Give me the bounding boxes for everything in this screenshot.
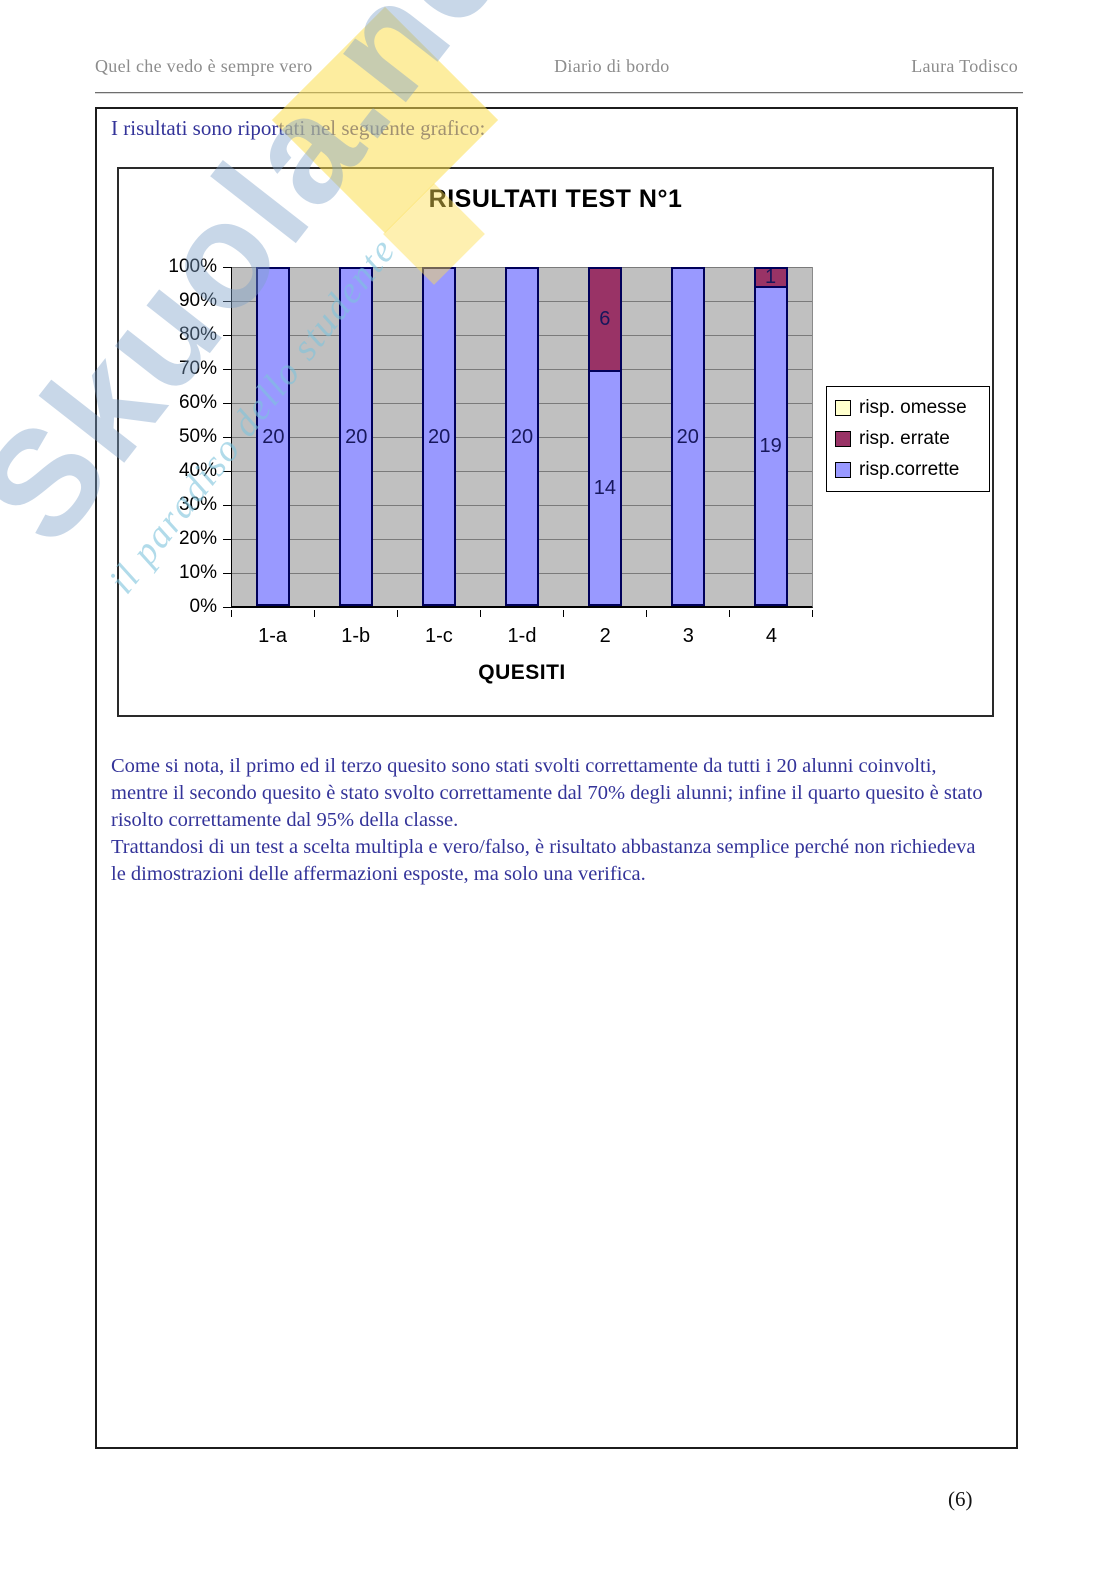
x-tick — [232, 610, 315, 617]
bar-1-a: 20 — [256, 267, 291, 606]
x-tick — [398, 610, 481, 617]
x-category-label: 1-b — [341, 625, 371, 647]
x-tick — [481, 610, 564, 617]
y-tick-label: 20% — [178, 528, 217, 549]
x-tick — [564, 610, 647, 617]
bar-1-b: 20 — [339, 267, 374, 606]
x-tick — [647, 610, 730, 617]
bar-category-cell: 20 — [398, 267, 481, 606]
y-tick-label: 100% — [168, 256, 217, 277]
page-header: Quel che vedo è sempre vero Diario di bo… — [95, 56, 1018, 77]
y-tick-label: 80% — [178, 324, 217, 345]
bar-segment-risp-corrette: 14 — [589, 369, 620, 604]
bar-category-cell: 20 — [232, 267, 315, 606]
y-axis-ticks — [223, 267, 231, 609]
bar-segment-risp-corrette: 20 — [424, 269, 455, 604]
x-category-label: 3 — [682, 625, 694, 647]
bar-value-label: 20 — [428, 425, 451, 448]
y-tick-label: 60% — [178, 392, 217, 413]
bar-segment-risp-errate: 1 — [755, 266, 786, 289]
bar-segment-risp-corrette: 20 — [507, 269, 537, 604]
bar-category-cell: 20 — [481, 267, 564, 606]
body-text: Come si nota, il primo ed il terzo quesi… — [111, 753, 991, 888]
bar-value-label: 14 — [593, 476, 616, 499]
plot-area: 20 20 20 20 6 14 20 1 19 — [231, 267, 813, 608]
chart-title: RISULTATI TEST N°1 — [428, 185, 683, 213]
y-tick-label: 30% — [178, 494, 217, 515]
x-axis-title: QUESITI — [478, 661, 566, 684]
paragraph-1: Come si nota, il primo ed il terzo quesi… — [111, 755, 983, 831]
bar-category-cell: 20 — [646, 267, 729, 606]
intro-text: I risultati sono riportati nel seguente … — [111, 116, 486, 140]
legend-label: risp.corrette — [859, 459, 960, 480]
bar-category-cell: 1 19 — [729, 267, 812, 606]
y-tick-label: 40% — [178, 460, 217, 481]
y-tick-label: 90% — [178, 290, 217, 311]
legend-swatch-icon — [835, 462, 851, 478]
legend-swatch-icon — [835, 400, 851, 416]
y-tick-label: 10% — [178, 562, 217, 583]
x-category-label: 1-d — [507, 625, 537, 647]
bar-4: 1 19 — [753, 266, 788, 606]
bar-value-label: 6 — [599, 308, 611, 331]
y-tick-label: 70% — [178, 358, 217, 379]
x-category-label: 4 — [765, 625, 777, 647]
bar-value-label: 20 — [262, 425, 285, 448]
bar-segment-risp-corrette: 20 — [672, 269, 703, 604]
x-axis-ticks — [231, 610, 813, 617]
x-category-label: 1-a — [258, 625, 288, 647]
bar-value-label: 19 — [759, 434, 782, 457]
bar-1-d: 20 — [505, 267, 539, 606]
legend-swatch-icon — [835, 431, 851, 447]
legend-item: risp.corrette — [835, 459, 981, 481]
bar-category-cell: 20 — [315, 267, 398, 606]
x-category-label: 2 — [599, 625, 611, 647]
header-left-text: Quel che vedo è sempre vero — [95, 56, 313, 76]
x-axis-labels: 1-a 1-b 1-c 1-d 2 3 4 — [231, 625, 813, 648]
chart: RISULTATI TEST N°1 100% 90% 80% 70% 60% 50% 40… — [117, 167, 994, 717]
paragraph-2: Trattandosi di un test a scelta multipla… — [111, 836, 976, 885]
legend-item: risp. omesse — [835, 397, 981, 419]
content-box: I risultati sono riportati nel seguente … — [95, 107, 1018, 1449]
header-right-text: Laura Todisco — [911, 56, 1018, 76]
bar-category-cell: 6 14 — [563, 267, 646, 606]
bar-value-label: 20 — [510, 425, 534, 448]
bar-value-label: 20 — [345, 425, 368, 448]
y-tick-label: 50% — [178, 426, 217, 447]
bar-segment-risp-corrette: 19 — [755, 285, 786, 604]
header-rule — [95, 92, 1023, 94]
legend-item: risp. errate — [835, 428, 981, 450]
bar-segment-risp-errate: 6 — [589, 269, 620, 370]
y-tick-label: 0% — [189, 596, 217, 617]
bar-3: 20 — [670, 267, 705, 606]
bar-1-c: 20 — [422, 267, 457, 606]
x-tick — [315, 610, 398, 617]
header-center-text: Diario di bordo — [554, 56, 670, 76]
bar-value-label: 1 — [765, 266, 777, 289]
bar-2: 6 14 — [587, 267, 622, 606]
bar-value-label: 20 — [676, 425, 699, 448]
bars: 20 20 20 20 6 14 20 1 19 — [232, 267, 812, 606]
bar-segment-risp-corrette: 20 — [258, 269, 289, 604]
bar-segment-risp-corrette: 20 — [341, 269, 372, 604]
x-category-label: 1-c — [424, 625, 453, 647]
legend-label: risp. errate — [859, 428, 950, 449]
legend: risp. omesse risp. errate risp.corrette — [826, 386, 990, 492]
page-number: (6) — [948, 1487, 973, 1511]
legend-label: risp. omesse — [859, 397, 967, 418]
x-tick — [730, 610, 813, 617]
